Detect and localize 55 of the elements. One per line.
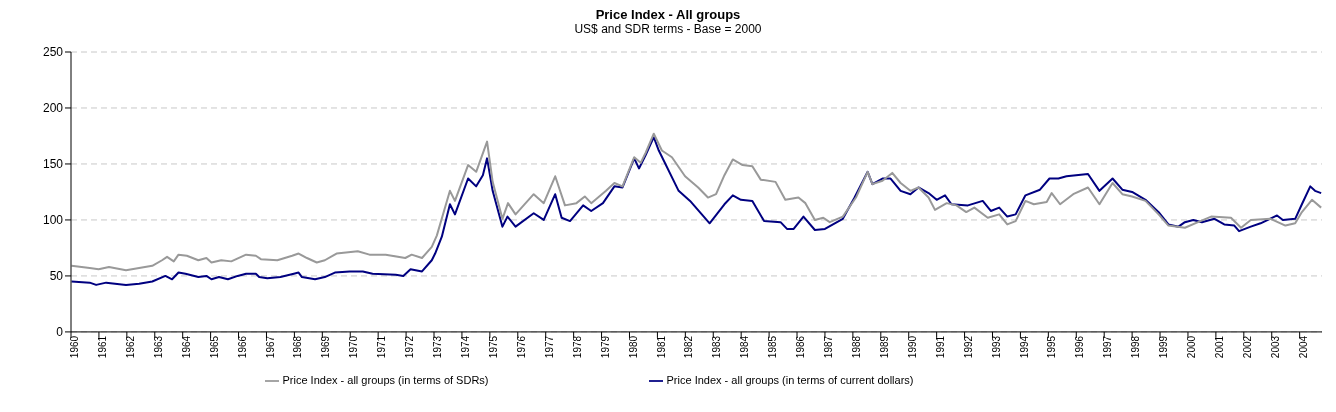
x-tick-label: 1998 bbox=[1130, 335, 1142, 359]
x-tick-label: 1981 bbox=[655, 335, 667, 359]
y-tick-label: 200 bbox=[42, 101, 64, 116]
x-tick-label: 1970 bbox=[348, 335, 360, 359]
x-tick-label: 1988 bbox=[850, 335, 862, 359]
x-tick-label: 1961 bbox=[97, 335, 109, 359]
x-tick-label: 2002 bbox=[1241, 335, 1253, 359]
y-tick-label: 150 bbox=[42, 157, 64, 172]
x-tick-label: 1993 bbox=[990, 335, 1002, 359]
x-tick-label: 1963 bbox=[152, 335, 164, 359]
y-tick-label: 0 bbox=[56, 325, 64, 340]
x-tick-label: 1966 bbox=[236, 335, 248, 359]
x-tick-label: 2000 bbox=[1186, 335, 1198, 359]
y-tick-label: 100 bbox=[42, 213, 64, 228]
x-tick-label: 1971 bbox=[376, 335, 388, 359]
x-tick-label: 1978 bbox=[571, 335, 583, 359]
x-tick-label: 1976 bbox=[515, 335, 527, 359]
x-tick-label: 2001 bbox=[1213, 335, 1225, 359]
x-tick-label: 1987 bbox=[823, 335, 835, 359]
x-tick-label: 1997 bbox=[1102, 335, 1114, 359]
legend-label: Price Index - all groups (in terms of current dollars) bbox=[666, 373, 914, 386]
x-tick-label: 1990 bbox=[906, 335, 918, 359]
x-tick-label: 2004 bbox=[1297, 335, 1309, 359]
x-tick-label: 1977 bbox=[543, 335, 555, 359]
x-tick-label: 1983 bbox=[711, 335, 723, 359]
x-tick-label: 1985 bbox=[767, 335, 779, 359]
chart-title: Price Index - All groups bbox=[594, 7, 742, 22]
x-tick-label: 1980 bbox=[627, 335, 639, 359]
x-tick-label: 1979 bbox=[599, 335, 611, 359]
y-tick-label: 250 bbox=[42, 45, 64, 60]
x-tick-label: 1973 bbox=[432, 335, 444, 359]
x-tick-label: 1986 bbox=[795, 335, 807, 359]
x-tick-label: 1996 bbox=[1074, 335, 1086, 359]
x-tick-label: 1995 bbox=[1046, 335, 1058, 359]
x-tick-label: 1974 bbox=[460, 335, 472, 359]
x-tick-label: 1992 bbox=[962, 335, 974, 359]
x-tick-label: 1967 bbox=[264, 335, 276, 359]
x-tick-label: 1968 bbox=[292, 335, 304, 359]
x-tick-label: 1962 bbox=[124, 335, 136, 359]
y-tick-label: 50 bbox=[49, 269, 64, 284]
legend-label: Price Index - all groups (in terms of SDRs) bbox=[282, 373, 489, 386]
x-tick-label: 1969 bbox=[320, 335, 332, 359]
x-tick-label: 1960 bbox=[69, 335, 81, 359]
chart-subtitle: US$ and SDR terms - Base = 2000 bbox=[573, 22, 763, 36]
x-tick-label: 1964 bbox=[180, 335, 192, 359]
x-tick-label: 1989 bbox=[878, 335, 890, 359]
x-tick-label: 1984 bbox=[739, 335, 751, 359]
x-tick-label: 1999 bbox=[1158, 335, 1170, 359]
x-tick-label: 1965 bbox=[208, 335, 220, 359]
x-tick-label: 1994 bbox=[1018, 335, 1030, 359]
x-tick-label: 2003 bbox=[1269, 335, 1281, 359]
x-tick-label: 1972 bbox=[404, 335, 416, 359]
x-tick-label: 1975 bbox=[487, 335, 499, 359]
x-tick-label: 1991 bbox=[934, 335, 946, 359]
x-tick-label: 1982 bbox=[683, 335, 695, 359]
